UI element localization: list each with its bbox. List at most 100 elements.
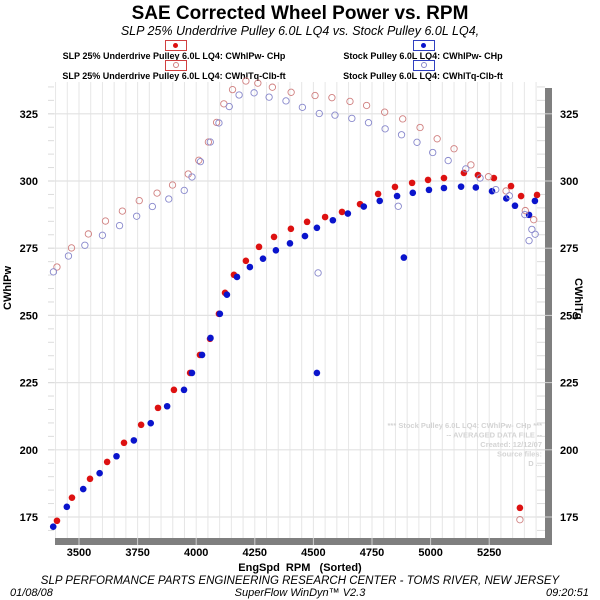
chart-subtitle: SLP 25% Underdrive Pulley 6.0L LQ4 vs. S… <box>120 24 480 38</box>
legend-label-stock-hp: Stock Pulley 6.0L LQ4: CWhlPw- CHp <box>343 51 503 61</box>
series-3 <box>49 89 539 277</box>
y-tick-label-left: 275 <box>20 243 38 255</box>
legend-label-slp-tq: SLP 25% Underdrive Pulley 6.0L LQ4: CWhl… <box>62 71 286 81</box>
data-point <box>348 114 356 123</box>
data-point <box>223 291 231 299</box>
x-tick-label: 3500 <box>67 547 91 559</box>
data-point <box>153 189 161 197</box>
data-point <box>530 216 538 224</box>
data-point <box>63 503 71 511</box>
y-tick-label-left: 300 <box>20 176 38 188</box>
data-point <box>246 263 254 271</box>
data-point <box>505 192 514 200</box>
data-point <box>287 88 295 96</box>
data-point <box>215 119 223 127</box>
data-point <box>413 138 421 146</box>
data-point <box>228 85 237 94</box>
data-point <box>364 119 373 127</box>
y-tick-label-right: 300 <box>560 176 578 188</box>
data-point <box>49 268 58 276</box>
data-point <box>321 213 329 221</box>
data-point <box>444 156 452 165</box>
data-point <box>303 218 311 226</box>
data-point <box>488 187 496 195</box>
data-point <box>133 212 141 220</box>
data-point <box>272 247 280 254</box>
x-tick-label: 4250 <box>243 547 267 559</box>
data-point <box>130 437 138 444</box>
data-point <box>533 191 541 199</box>
data-point <box>68 494 76 501</box>
series-1 <box>49 183 539 530</box>
y-tick-label-left: 175 <box>20 512 38 524</box>
y-axis-label-left: CWhlPw <box>2 266 14 310</box>
data-point <box>400 254 408 261</box>
axis-ticks: 3500 3750 4000 4250 4500 4750 5000 5250 175 200 22… <box>20 109 579 559</box>
data-point <box>235 91 243 99</box>
annotation-text: *** Stock Pulley 6.0L LQ4: CWhlPw- CHp *… <box>388 421 543 468</box>
data-point <box>329 216 337 224</box>
data-point <box>49 523 57 530</box>
footer-software: SuperFlow WinDyn™ V2.3 <box>234 587 366 599</box>
annotation-line: *** Stock Pulley 6.0L LQ4: CWhlPw- CHp *… <box>388 421 543 430</box>
x-tick-label: 4500 <box>301 547 325 559</box>
data-point <box>84 230 93 238</box>
footer-date: 01/08/08 <box>10 587 53 599</box>
data-point <box>254 79 262 87</box>
data-point <box>242 77 250 85</box>
data-point <box>118 207 127 215</box>
x-tick-label: 4000 <box>184 547 208 559</box>
data-point <box>511 202 519 210</box>
data-point <box>462 165 470 173</box>
data-point <box>314 269 322 277</box>
data-point <box>503 195 510 202</box>
data-point <box>313 224 321 232</box>
data-point <box>502 187 510 195</box>
legend-swatch-stock-tq <box>413 60 435 71</box>
data-point <box>287 225 295 233</box>
data-point <box>409 189 417 197</box>
data-point <box>338 208 346 216</box>
data-point <box>425 186 433 194</box>
data-point <box>346 97 354 106</box>
data-point <box>242 257 250 265</box>
data-point <box>233 273 241 281</box>
y-tick-label-right: 200 <box>560 445 578 457</box>
legend-swatch-slp-hp <box>165 40 187 51</box>
data-point <box>507 182 515 190</box>
data-point <box>528 225 536 234</box>
data-point <box>450 145 458 153</box>
y-tick-label-left: 325 <box>20 109 38 121</box>
x-axis-label: EngSpd RPM (Sorted) <box>238 562 362 574</box>
data-point <box>207 334 214 342</box>
plot-frame <box>55 88 552 545</box>
footer-organization: SLP PERFORMANCE PARTS ENGINEERING RESEAR… <box>40 575 560 587</box>
y-tick-label-right: 275 <box>560 243 578 255</box>
x-tick-label: 4750 <box>360 547 384 559</box>
data-point <box>391 183 399 191</box>
data-point <box>165 195 173 203</box>
data-point <box>188 369 196 377</box>
data-point <box>374 190 382 198</box>
data-point <box>516 516 524 524</box>
legend-swatch-slp-tq <box>165 60 187 71</box>
data-point <box>531 230 539 238</box>
data-point <box>196 157 205 166</box>
data-point <box>67 244 76 252</box>
data-point <box>397 131 406 139</box>
x-tick-label: 5000 <box>418 547 442 559</box>
data-point <box>381 108 389 116</box>
data-point <box>86 475 94 483</box>
data-point <box>331 111 339 119</box>
series-2 <box>53 77 538 524</box>
data-point <box>259 255 267 262</box>
data-point <box>440 184 448 192</box>
data-point <box>98 231 107 239</box>
data-point <box>154 404 162 412</box>
annotation-line: -- AVERAGED DATA FILE -- <box>446 431 542 440</box>
data-point <box>484 173 493 181</box>
data-point <box>492 185 500 194</box>
y-tick-label-right: 325 <box>560 109 578 121</box>
data-point <box>135 196 143 205</box>
y-axis-label-right: CWhlTq <box>572 278 584 320</box>
